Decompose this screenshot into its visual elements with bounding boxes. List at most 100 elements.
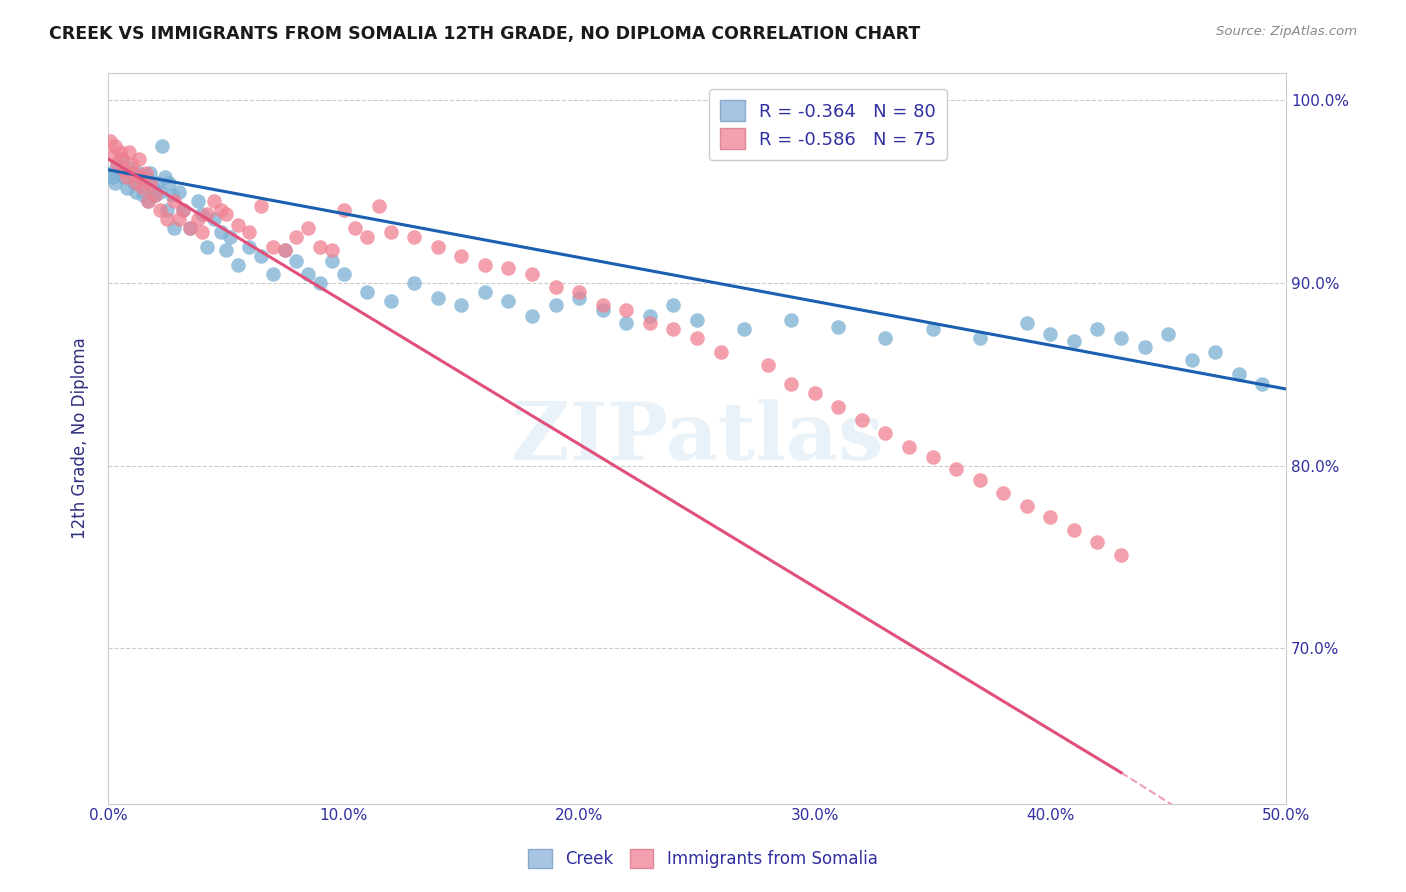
Point [191,225,214,239]
Point [1087,535,1109,549]
Point [1204,345,1226,359]
Point [662,322,685,336]
Point [132,188,155,202]
Point [709,345,731,359]
Point [219,230,242,244]
Point [827,319,849,334]
Point [250,249,273,263]
Point [1039,327,1062,342]
Point [921,322,943,336]
Point [104,139,127,153]
Point [638,316,661,330]
Point [380,294,402,309]
Point [139,176,162,190]
Point [1039,509,1062,524]
Point [108,162,131,177]
Point [136,194,159,208]
Point [136,194,159,208]
Point [686,331,709,345]
Point [172,202,194,217]
Point [118,145,141,159]
Point [167,212,190,227]
Point [450,249,472,263]
Point [135,166,157,180]
Point [498,294,520,309]
Point [1087,322,1109,336]
Point [1015,499,1038,513]
Point [118,161,141,175]
Point [101,148,124,162]
Point [149,185,172,199]
Point [98,134,121,148]
Point [128,152,150,166]
Point [285,254,308,268]
Point [172,202,194,217]
Point [568,285,591,300]
Point [160,188,183,202]
Point [157,176,180,190]
Point [1251,376,1274,391]
Point [202,194,225,208]
Point [404,230,426,244]
Point [122,166,145,180]
Point [111,152,134,166]
Point [273,243,295,257]
Point [498,261,520,276]
Point [592,298,614,312]
Point [875,331,897,345]
Point [262,267,284,281]
Point [146,176,169,190]
Point [945,462,967,476]
Point [321,243,343,257]
Point [191,206,214,220]
Point [104,176,127,190]
Point [107,157,129,171]
Point [921,450,943,464]
Point [1015,316,1038,330]
Point [101,170,124,185]
Point [686,312,709,326]
Point [150,139,173,153]
Point [380,225,402,239]
Point [368,199,391,213]
Point [139,166,162,180]
Point [309,239,332,253]
Point [474,258,496,272]
Point [195,239,218,253]
Point [344,221,367,235]
Point [186,194,208,208]
Point [356,285,378,300]
Point [544,279,567,293]
Point [614,316,637,330]
Point [209,225,232,239]
Point [969,473,991,487]
Point [129,176,152,190]
Point [238,225,260,239]
Point [186,212,208,227]
Point [121,157,143,171]
Point [132,181,155,195]
Point [167,185,190,199]
Point [115,170,138,185]
Point [297,221,319,235]
Point [1227,368,1250,382]
Point [226,258,249,272]
Point [1109,331,1132,345]
Point [111,152,134,166]
Point [356,230,378,244]
Point [125,185,148,199]
Point [149,202,172,217]
Point [238,239,260,253]
Y-axis label: 12th Grade, No Diploma: 12th Grade, No Diploma [72,337,89,539]
Point [568,291,591,305]
Point [143,188,166,202]
Point [153,170,176,185]
Point [108,145,131,159]
Point [135,170,157,185]
Point [1063,334,1085,349]
Point [122,176,145,190]
Point [285,230,308,244]
Point [215,243,238,257]
Point [662,298,685,312]
Legend: Creek, Immigrants from Somalia: Creek, Immigrants from Somalia [522,842,884,875]
